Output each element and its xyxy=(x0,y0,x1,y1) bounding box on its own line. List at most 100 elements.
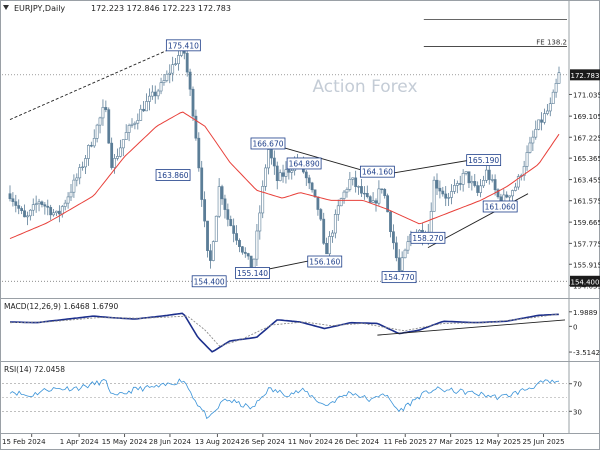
candle-body xyxy=(95,124,99,139)
candle xyxy=(304,169,308,186)
candle xyxy=(487,164,491,185)
candle xyxy=(40,200,44,208)
candle xyxy=(243,247,247,258)
candle xyxy=(435,173,439,195)
candle-body xyxy=(63,202,67,207)
annotation-label: 164.890 xyxy=(289,159,320,168)
candle-body xyxy=(438,187,442,192)
candle-body xyxy=(304,171,308,179)
candle-body xyxy=(107,109,111,144)
annotation-label: 163.860 xyxy=(158,171,189,180)
price-tick-label: 165.365 xyxy=(573,155,600,163)
candle xyxy=(444,186,448,207)
candle-body xyxy=(124,132,128,140)
ohlc-readout: 172.223 172.846 172.223 172.783 xyxy=(91,4,231,13)
candle xyxy=(505,191,509,199)
candle-body xyxy=(133,122,137,125)
candle-body xyxy=(249,255,253,270)
price-annotation: 163.860 xyxy=(155,169,191,181)
annotation-box xyxy=(307,255,343,268)
candle-body xyxy=(8,193,12,200)
candle xyxy=(496,188,500,199)
candle xyxy=(467,171,471,189)
candle-body xyxy=(360,186,363,194)
candle xyxy=(26,211,29,226)
candle xyxy=(479,179,482,198)
candle-body xyxy=(464,171,468,174)
candle-body xyxy=(339,198,343,207)
candle-body xyxy=(211,241,215,261)
annotation-label: 155.140 xyxy=(237,269,268,278)
candle xyxy=(476,181,480,197)
candle-body xyxy=(127,125,131,133)
candle-body xyxy=(34,203,38,205)
candle-body xyxy=(191,88,195,117)
candle xyxy=(453,179,456,195)
candle xyxy=(461,169,465,192)
price-annotation: 164.160 xyxy=(359,165,395,178)
x-tick-label: 13 Aug 2024 xyxy=(195,438,240,446)
candle xyxy=(545,103,549,116)
rsi-tick-label: 70 xyxy=(573,381,582,389)
dropdown-triangle-icon xyxy=(3,5,9,10)
candle-body xyxy=(368,196,372,203)
candle xyxy=(177,50,180,71)
candle-body xyxy=(130,123,134,126)
candle-body xyxy=(432,179,436,212)
candle xyxy=(191,86,195,122)
candle-body xyxy=(496,189,500,198)
candle xyxy=(447,192,451,207)
candle xyxy=(493,174,497,196)
candle-body xyxy=(139,108,143,121)
candle-body xyxy=(150,91,154,97)
candle-body xyxy=(275,165,279,181)
price-annotation: 154.770 xyxy=(381,271,417,284)
annotation-box xyxy=(410,231,446,244)
candle-body xyxy=(557,72,561,84)
candle xyxy=(525,145,529,171)
candle xyxy=(464,171,468,176)
candle-body xyxy=(322,218,326,244)
candle xyxy=(362,186,366,200)
candle-body xyxy=(287,169,291,173)
candle-body xyxy=(226,209,230,220)
candle xyxy=(223,194,227,219)
candle xyxy=(235,225,238,245)
candle-body xyxy=(49,207,53,216)
candle xyxy=(81,161,85,171)
price-annotation: 158.270 xyxy=(410,231,446,244)
candle xyxy=(188,68,192,96)
price-tick-label: 167.225 xyxy=(573,134,600,142)
candle-body xyxy=(101,107,105,119)
candle xyxy=(322,212,326,245)
candle xyxy=(14,194,18,213)
candle-body xyxy=(121,139,125,149)
candle-body xyxy=(461,173,465,185)
candle-body xyxy=(118,147,122,157)
candle-body xyxy=(203,199,207,222)
candle-body xyxy=(197,137,201,169)
macd-title: MACD(12,26,9) 1.6468 1.6790 xyxy=(4,302,118,311)
candle-body xyxy=(55,210,58,214)
price-panel: 171.035 169.105 167.225 165.365 163.455 161.5… xyxy=(2,19,600,290)
candle xyxy=(20,206,24,215)
candle-body xyxy=(14,201,18,206)
candle xyxy=(98,116,102,134)
candle-body xyxy=(92,138,96,147)
candle-body xyxy=(458,183,462,185)
candle xyxy=(432,176,436,212)
candle-body xyxy=(284,169,288,177)
candle xyxy=(72,174,76,198)
candle xyxy=(429,202,433,235)
candle xyxy=(84,154,87,175)
candle xyxy=(113,154,116,174)
candle-body xyxy=(87,145,90,159)
candle-body xyxy=(81,166,85,168)
candle xyxy=(185,48,189,77)
annotation-label: 154.770 xyxy=(384,273,415,282)
candle xyxy=(455,180,459,194)
x-tick-label: 27 Mar 2025 xyxy=(428,438,472,446)
price-annotation: 166.670 xyxy=(250,137,286,150)
annotation-box xyxy=(286,157,322,170)
candle xyxy=(325,237,329,255)
